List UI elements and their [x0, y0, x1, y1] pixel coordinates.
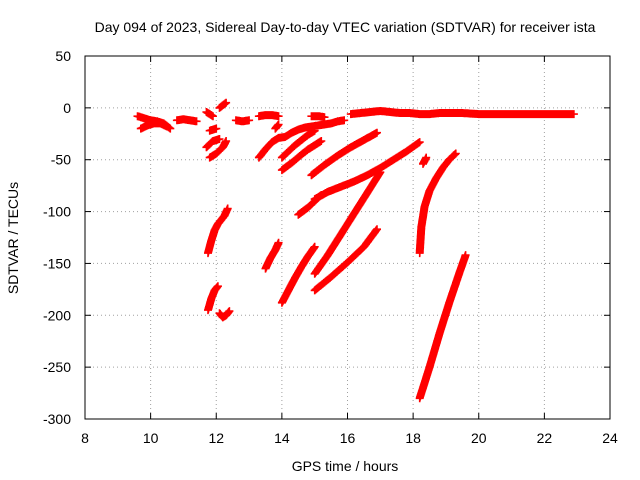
data-point-markers [204, 282, 222, 315]
y-tick-label: -100 [43, 204, 71, 220]
x-tick-label: 16 [340, 430, 356, 446]
data-point-markers [202, 135, 224, 152]
data-point-markers [310, 225, 381, 295]
series-s24 [310, 168, 385, 278]
data-point-markers [277, 137, 326, 175]
y-tick-label: -300 [43, 411, 71, 427]
y-tick-label: -150 [43, 255, 71, 271]
x-tick-label: 22 [537, 430, 553, 446]
series-s18 [310, 138, 424, 204]
x-tick-label: 10 [143, 430, 159, 446]
series-s7 [202, 135, 224, 152]
data-point-markers [271, 120, 283, 133]
plot-frame [84, 55, 611, 420]
series-s29 [346, 107, 578, 119]
data-point-markers [202, 108, 217, 121]
x-axis-title: GPS time / hours [292, 458, 399, 474]
data-point-markers [204, 204, 232, 258]
series-s25 [310, 225, 381, 295]
chart-title: Day 094 of 2023, Sidereal Day-to-day VTE… [95, 19, 596, 35]
data-point-markers [136, 119, 171, 133]
data-point-markers [254, 111, 283, 121]
data-point-markers [205, 124, 221, 135]
series-s6 [205, 124, 221, 135]
data-point-markers [172, 115, 201, 126]
series-s3 [172, 115, 201, 126]
data-point-markers [310, 138, 424, 204]
data-point-markers [346, 107, 578, 119]
series-s15 [277, 137, 326, 175]
series-s14 [277, 126, 319, 162]
series-s28 [415, 251, 470, 403]
x-tick-label: 20 [471, 430, 487, 446]
x-tick-label: 12 [208, 430, 224, 446]
series-s26 [415, 149, 460, 258]
data-point-markers [277, 242, 319, 307]
series-s27 [419, 153, 431, 168]
y-axis-title: SDTVAR / TECUs [5, 182, 21, 294]
y-tick-labels: -300 -250 -200 -150 -100 -50 0 50 [43, 48, 71, 427]
y-tick-label: -50 [51, 152, 71, 168]
x-tick-label: 8 [81, 430, 89, 446]
x-tick-label: 14 [274, 430, 290, 446]
series-s11 [271, 120, 283, 133]
series-s5 [215, 98, 231, 112]
series-s16 [307, 128, 381, 180]
series-s4 [202, 108, 217, 121]
series-s2 [136, 119, 171, 133]
y-tick-label: -200 [43, 307, 71, 323]
data-point-markers [310, 168, 385, 278]
data-point-markers [419, 153, 431, 168]
axis-ticks [84, 55, 611, 420]
data-point-markers [415, 251, 470, 403]
series-s20 [204, 282, 222, 315]
data-point-markers [254, 116, 349, 162]
x-tick-label: 18 [405, 430, 421, 446]
series-s21 [215, 307, 234, 322]
y-tick-label: 0 [63, 100, 71, 116]
y-tick-label: -250 [43, 359, 71, 375]
data-point-markers [261, 238, 283, 273]
data-point-markers [215, 307, 234, 322]
series-s8 [205, 137, 231, 162]
series-s22 [261, 238, 283, 273]
y-tick-label: 50 [55, 48, 71, 64]
data-points [133, 98, 578, 403]
series-s12 [307, 112, 329, 122]
series-s10 [254, 111, 283, 121]
data-point-markers [205, 137, 231, 162]
series-s9 [231, 116, 254, 126]
series-s23 [277, 242, 319, 307]
series-s13 [254, 116, 349, 162]
x-tick-label: 24 [602, 430, 618, 446]
data-point-markers [215, 98, 231, 112]
x-tick-labels: 8 10 12 14 16 18 20 22 24 [81, 430, 618, 446]
data-point-markers [415, 149, 460, 258]
data-point-markers [231, 116, 254, 126]
data-point-markers [307, 128, 381, 180]
data-point-markers [277, 126, 319, 162]
series-s19 [204, 204, 232, 258]
data-point-markers [307, 112, 329, 122]
